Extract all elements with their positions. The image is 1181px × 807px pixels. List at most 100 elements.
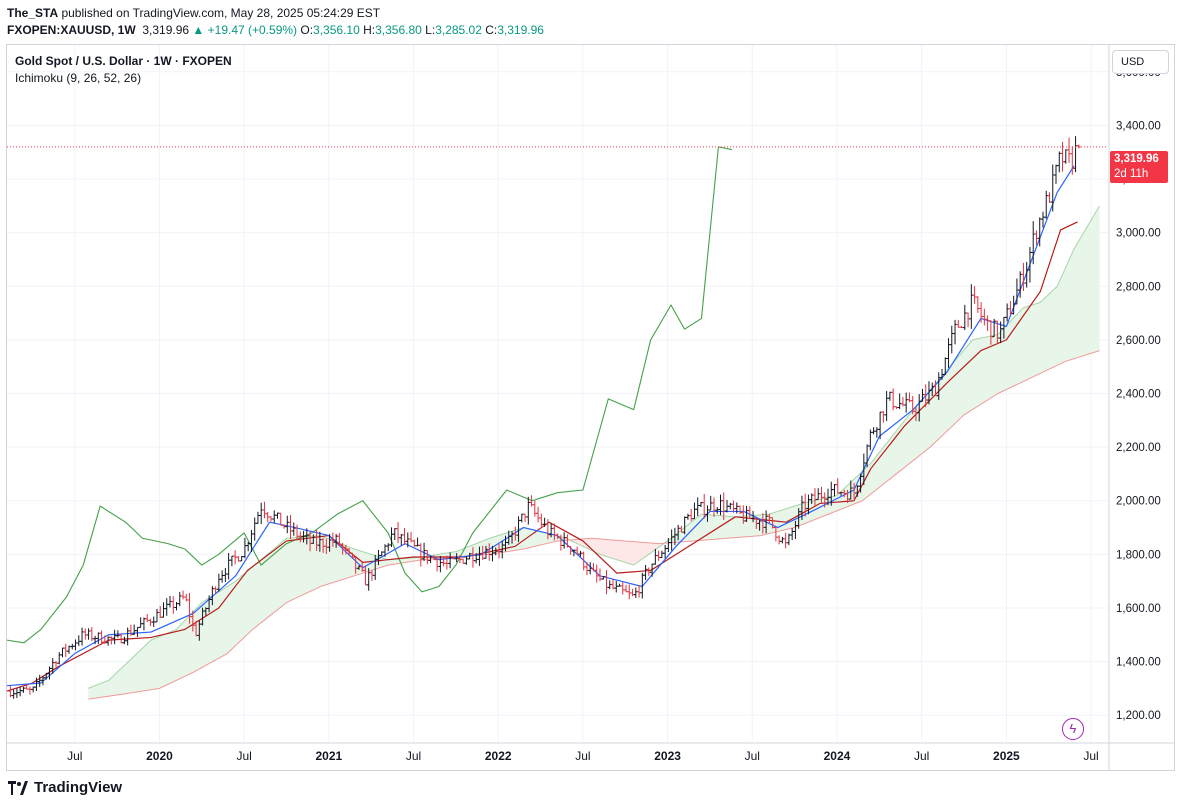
price-bar bbox=[73, 639, 78, 651]
price-bar bbox=[1047, 192, 1052, 203]
price-bars bbox=[8, 136, 1081, 699]
last-price-value: 3,319.96 bbox=[1114, 153, 1159, 165]
price-bar bbox=[982, 308, 987, 326]
price-bar bbox=[835, 478, 840, 494]
symbol-label: FXOPEN:XAUUSD, 1W bbox=[7, 23, 136, 37]
price-bar bbox=[37, 674, 42, 688]
price-bar bbox=[262, 501, 267, 519]
price-bar bbox=[63, 643, 68, 658]
price-bar bbox=[386, 543, 391, 552]
x-tick-label: 2023 bbox=[654, 749, 681, 763]
leading-span-b-line bbox=[88, 350, 1100, 700]
price-bar bbox=[80, 627, 85, 646]
price-bar bbox=[695, 497, 700, 517]
price-bar bbox=[536, 506, 541, 523]
price-bar bbox=[141, 617, 146, 631]
price-bar bbox=[620, 582, 625, 595]
price-bar bbox=[181, 590, 186, 600]
y-tick-label: 1,800.00 bbox=[1116, 549, 1161, 561]
y-tick-label: 2,800.00 bbox=[1116, 281, 1161, 293]
price-bar bbox=[1050, 164, 1055, 212]
y-tick-label: 2,600.00 bbox=[1116, 335, 1161, 347]
brand-name: TradingView bbox=[34, 779, 123, 796]
conversion-line bbox=[6, 165, 1075, 687]
cloud-bullish bbox=[88, 527, 570, 700]
price-bar bbox=[226, 552, 231, 580]
currency-button[interactable]: USD bbox=[1112, 50, 1169, 74]
lightning-icon[interactable]: ϟ bbox=[1062, 718, 1084, 740]
y-tick-label: 2,400.00 bbox=[1116, 389, 1161, 401]
open-value: 3,356.10 bbox=[313, 23, 360, 37]
x-tick-label: Jul bbox=[745, 749, 760, 763]
price-bar bbox=[685, 513, 690, 520]
tradingview-logo[interactable]: TradingView bbox=[8, 779, 122, 796]
price-bar bbox=[946, 338, 951, 368]
y-tick-label: 2,200.00 bbox=[1116, 442, 1161, 454]
price-bar bbox=[272, 510, 277, 524]
price-bar bbox=[956, 319, 961, 328]
x-tick-label: 2021 bbox=[315, 749, 342, 763]
publish-info: The_STA published on TradingView.com, Ma… bbox=[7, 6, 380, 20]
y-tick-label: 1,600.00 bbox=[1116, 603, 1161, 615]
price-bar bbox=[171, 596, 176, 614]
price-bar bbox=[624, 584, 629, 593]
price-bar bbox=[1044, 190, 1049, 219]
price-bar bbox=[962, 304, 967, 331]
last-price-tag: 3,319.96 2d 11h bbox=[1110, 151, 1168, 183]
price-bar bbox=[884, 390, 889, 422]
price-bar bbox=[1063, 149, 1068, 164]
last-price: 3,319.96 bbox=[142, 23, 190, 37]
price-bar bbox=[242, 537, 247, 559]
symbol-legend[interactable]: Gold Spot / U.S. Dollar · 1W · FXOPEN bbox=[15, 54, 232, 68]
price-bar bbox=[223, 567, 228, 582]
price-bar bbox=[154, 608, 159, 623]
y-tick-label: 3,000.00 bbox=[1116, 228, 1161, 240]
price-bar bbox=[542, 517, 547, 527]
close-label: C: bbox=[485, 23, 498, 37]
price-bar bbox=[614, 581, 619, 593]
price-bar bbox=[656, 550, 661, 561]
price-bar bbox=[897, 393, 902, 410]
price-bar bbox=[402, 528, 407, 545]
price-bar bbox=[1024, 261, 1029, 288]
price-bar bbox=[435, 558, 440, 572]
price-bar bbox=[99, 630, 104, 644]
price-bar bbox=[119, 633, 124, 644]
price-bar bbox=[832, 484, 837, 497]
publish-date: published on TradingView.com, May 28, 20… bbox=[58, 6, 381, 20]
price-bar bbox=[1073, 136, 1078, 173]
cloud-bearish bbox=[571, 538, 665, 566]
price-bar bbox=[220, 570, 225, 583]
close-value: 3,319.96 bbox=[497, 23, 544, 37]
price-bar bbox=[969, 284, 974, 329]
x-tick-label: 2020 bbox=[146, 749, 173, 763]
price-bar bbox=[715, 507, 720, 514]
x-tick-label: Jul bbox=[406, 749, 421, 763]
low-value: 3,285.02 bbox=[435, 23, 482, 37]
author-name[interactable]: The_STA bbox=[7, 6, 59, 20]
price-bar bbox=[60, 647, 65, 658]
y-tick-label: 2,000.00 bbox=[1116, 496, 1161, 508]
indicator-legend[interactable]: Ichimoku (9, 26, 52, 26) bbox=[15, 71, 142, 85]
price-bar bbox=[865, 444, 870, 468]
price-bar bbox=[1014, 278, 1019, 305]
high-label: H: bbox=[363, 23, 376, 37]
price-bar bbox=[83, 628, 88, 640]
price-bar bbox=[1005, 303, 1010, 322]
y-tick-label: 1,200.00 bbox=[1116, 710, 1161, 722]
price-bar bbox=[164, 598, 169, 616]
tradingview-logo-icon bbox=[8, 780, 28, 795]
price-bar bbox=[1057, 151, 1062, 173]
price-bar bbox=[76, 635, 81, 647]
cloud-bullish bbox=[665, 205, 1100, 544]
price-bar bbox=[777, 535, 782, 545]
ichimoku-cloud bbox=[88, 205, 1100, 700]
price-bar bbox=[96, 632, 101, 644]
price-bar bbox=[57, 652, 62, 665]
price-bar bbox=[972, 286, 977, 304]
x-tick-label: Jul bbox=[236, 749, 251, 763]
price-bar bbox=[627, 584, 632, 600]
x-tick-label: Jul bbox=[1083, 749, 1098, 763]
price-bar bbox=[790, 528, 795, 541]
